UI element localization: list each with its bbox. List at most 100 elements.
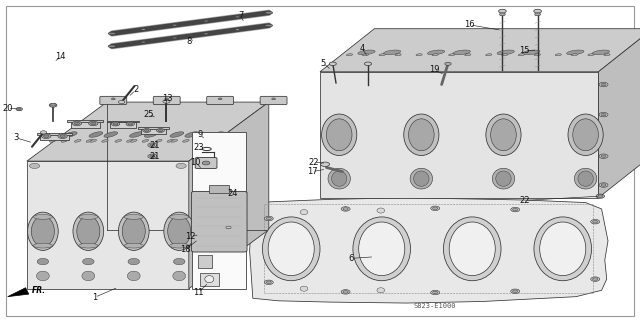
Ellipse shape xyxy=(127,139,133,142)
Ellipse shape xyxy=(556,54,561,56)
Ellipse shape xyxy=(449,54,455,56)
Ellipse shape xyxy=(601,155,606,158)
Text: 22: 22 xyxy=(308,158,319,167)
Text: 4: 4 xyxy=(360,44,365,53)
Ellipse shape xyxy=(601,83,606,86)
Ellipse shape xyxy=(601,113,606,116)
FancyBboxPatch shape xyxy=(100,96,127,105)
Ellipse shape xyxy=(111,98,115,100)
Polygon shape xyxy=(8,288,29,297)
Polygon shape xyxy=(250,198,608,303)
FancyBboxPatch shape xyxy=(70,121,100,128)
Ellipse shape xyxy=(330,62,337,66)
Ellipse shape xyxy=(204,33,209,35)
Ellipse shape xyxy=(173,37,177,39)
Text: 22: 22 xyxy=(520,196,530,205)
Ellipse shape xyxy=(268,222,314,276)
Ellipse shape xyxy=(236,16,240,18)
Ellipse shape xyxy=(74,122,79,125)
Ellipse shape xyxy=(63,132,77,137)
FancyBboxPatch shape xyxy=(209,185,229,193)
Ellipse shape xyxy=(383,50,401,55)
Ellipse shape xyxy=(211,132,224,137)
Ellipse shape xyxy=(599,183,608,187)
Ellipse shape xyxy=(341,290,350,294)
Ellipse shape xyxy=(90,139,97,142)
Ellipse shape xyxy=(444,217,501,281)
Ellipse shape xyxy=(326,119,352,151)
Ellipse shape xyxy=(513,208,518,211)
Ellipse shape xyxy=(170,215,189,219)
Bar xyxy=(264,204,593,293)
Ellipse shape xyxy=(89,132,103,137)
Ellipse shape xyxy=(111,122,120,126)
Ellipse shape xyxy=(156,139,162,142)
Ellipse shape xyxy=(108,45,116,48)
Ellipse shape xyxy=(145,129,149,132)
Ellipse shape xyxy=(362,54,369,56)
Ellipse shape xyxy=(33,215,52,219)
Ellipse shape xyxy=(58,134,67,138)
FancyBboxPatch shape xyxy=(40,134,69,140)
Ellipse shape xyxy=(511,207,520,212)
Ellipse shape xyxy=(408,119,434,151)
FancyBboxPatch shape xyxy=(260,96,287,105)
Ellipse shape xyxy=(83,258,94,265)
Ellipse shape xyxy=(596,194,605,198)
Text: 6: 6 xyxy=(348,254,353,263)
Ellipse shape xyxy=(150,144,155,146)
Ellipse shape xyxy=(61,139,68,142)
Bar xyxy=(200,273,219,286)
Text: FR.: FR. xyxy=(32,286,46,295)
Text: 2: 2 xyxy=(133,85,138,94)
FancyBboxPatch shape xyxy=(110,122,136,128)
Ellipse shape xyxy=(170,132,184,137)
Ellipse shape xyxy=(599,112,608,117)
Ellipse shape xyxy=(86,139,93,142)
Ellipse shape xyxy=(578,171,593,186)
Ellipse shape xyxy=(205,276,214,283)
Text: 1: 1 xyxy=(92,293,97,302)
Ellipse shape xyxy=(365,62,371,66)
Ellipse shape xyxy=(17,108,21,110)
FancyBboxPatch shape xyxy=(195,158,217,168)
Ellipse shape xyxy=(185,132,198,137)
Ellipse shape xyxy=(433,207,438,210)
Ellipse shape xyxy=(266,217,271,220)
Ellipse shape xyxy=(404,114,439,155)
Ellipse shape xyxy=(499,9,506,13)
Ellipse shape xyxy=(88,121,98,126)
Ellipse shape xyxy=(518,54,524,56)
Text: 24: 24 xyxy=(228,189,238,198)
Ellipse shape xyxy=(343,291,348,293)
Ellipse shape xyxy=(431,206,440,211)
Ellipse shape xyxy=(226,226,231,229)
Ellipse shape xyxy=(358,222,404,276)
Ellipse shape xyxy=(145,132,158,137)
Ellipse shape xyxy=(42,134,51,138)
Ellipse shape xyxy=(496,171,511,186)
Ellipse shape xyxy=(523,50,540,55)
Ellipse shape xyxy=(31,216,54,246)
Ellipse shape xyxy=(453,50,470,55)
Ellipse shape xyxy=(28,212,58,250)
Ellipse shape xyxy=(353,217,410,281)
Ellipse shape xyxy=(377,288,385,293)
Ellipse shape xyxy=(129,132,143,137)
Ellipse shape xyxy=(264,280,273,285)
FancyBboxPatch shape xyxy=(67,120,103,122)
Ellipse shape xyxy=(264,216,273,221)
Ellipse shape xyxy=(433,291,438,294)
Ellipse shape xyxy=(343,208,348,210)
FancyBboxPatch shape xyxy=(191,191,247,252)
Ellipse shape xyxy=(486,114,521,155)
Ellipse shape xyxy=(593,278,598,280)
Ellipse shape xyxy=(465,54,471,56)
Polygon shape xyxy=(189,102,269,289)
Ellipse shape xyxy=(91,122,96,125)
Ellipse shape xyxy=(113,123,118,125)
Ellipse shape xyxy=(599,82,608,87)
Ellipse shape xyxy=(491,119,516,151)
Ellipse shape xyxy=(300,286,308,291)
Text: 18: 18 xyxy=(180,245,191,254)
